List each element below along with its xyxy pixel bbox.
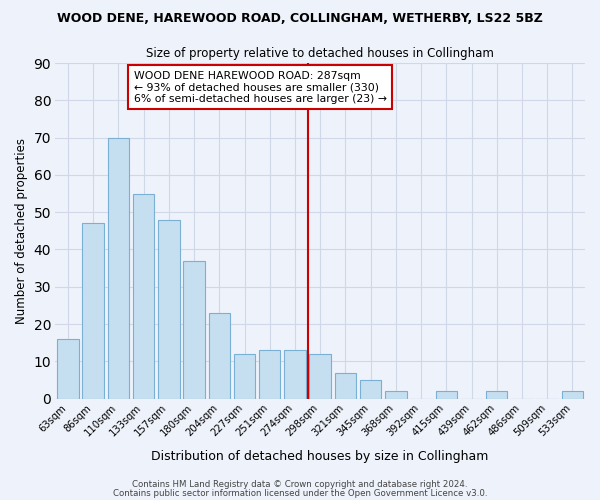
X-axis label: Distribution of detached houses by size in Collingham: Distribution of detached houses by size … xyxy=(151,450,489,462)
Bar xyxy=(133,194,154,398)
Bar xyxy=(107,138,129,398)
Bar xyxy=(184,260,205,398)
Bar xyxy=(436,391,457,398)
Bar xyxy=(486,391,508,398)
Bar xyxy=(234,354,255,399)
Bar xyxy=(259,350,280,399)
Bar xyxy=(284,350,305,399)
Title: Size of property relative to detached houses in Collingham: Size of property relative to detached ho… xyxy=(146,48,494,60)
Bar xyxy=(385,391,407,398)
Text: Contains public sector information licensed under the Open Government Licence v3: Contains public sector information licen… xyxy=(113,488,487,498)
Text: WOOD DENE, HAREWOOD ROAD, COLLINGHAM, WETHERBY, LS22 5BZ: WOOD DENE, HAREWOOD ROAD, COLLINGHAM, WE… xyxy=(57,12,543,26)
Bar xyxy=(158,220,179,398)
Bar xyxy=(335,372,356,398)
Text: WOOD DENE HAREWOOD ROAD: 287sqm
← 93% of detached houses are smaller (330)
6% of: WOOD DENE HAREWOOD ROAD: 287sqm ← 93% of… xyxy=(134,70,386,104)
Text: Contains HM Land Registry data © Crown copyright and database right 2024.: Contains HM Land Registry data © Crown c… xyxy=(132,480,468,489)
Bar xyxy=(562,391,583,398)
Bar xyxy=(82,224,104,398)
Y-axis label: Number of detached properties: Number of detached properties xyxy=(15,138,28,324)
Bar xyxy=(310,354,331,399)
Bar xyxy=(360,380,382,398)
Bar xyxy=(57,339,79,398)
Bar xyxy=(209,313,230,398)
